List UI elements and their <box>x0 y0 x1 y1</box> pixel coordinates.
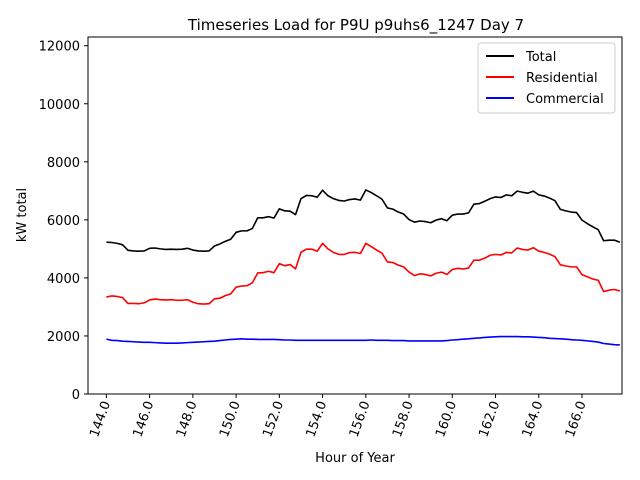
y-tick-label: 6000 <box>47 214 80 229</box>
x-tick-label: 162.0 <box>476 399 503 439</box>
x-tick-label: 158.0 <box>390 399 417 439</box>
x-tick-label: 166.0 <box>563 399 590 439</box>
y-axis-label: kW total <box>15 188 30 242</box>
x-tick-label: 146.0 <box>131 399 158 439</box>
legend-frame <box>477 42 616 114</box>
x-tick-label: 144.0 <box>87 399 114 439</box>
y-tick-label: 10000 <box>39 98 80 113</box>
y-tick-label: 8000 <box>47 156 80 171</box>
y-tick-label: 2000 <box>47 330 80 345</box>
series-line-residential <box>106 242 621 305</box>
y-tick-label: 0 <box>72 388 80 403</box>
x-tick-label: 160.0 <box>433 399 460 439</box>
legend-label-residential: Residential <box>526 71 598 86</box>
x-tick-label: 152.0 <box>260 399 287 439</box>
series-line-commercial <box>106 335 620 346</box>
series-line-total <box>106 189 621 252</box>
series-layer <box>106 189 621 346</box>
x-tick-label: 156.0 <box>347 399 374 439</box>
chart-title: Timeseries Load for P9U p9uhs6_1247 Day … <box>187 16 524 35</box>
x-tick-label: 164.0 <box>520 399 547 439</box>
y-tick-label: 12000 <box>39 40 80 55</box>
legend-label-total: Total <box>525 50 556 65</box>
y-tick-label: 4000 <box>47 272 80 287</box>
x-axis-label: Hour of Year <box>315 451 395 466</box>
legend: Total Residential Commercial <box>477 42 616 114</box>
x-tick-label: 154.0 <box>304 399 331 439</box>
legend-label-commercial: Commercial <box>526 92 604 107</box>
x-tick-label: 148.0 <box>174 399 201 439</box>
plot-area-frame <box>87 36 623 395</box>
x-tick-label: 150.0 <box>217 399 244 439</box>
